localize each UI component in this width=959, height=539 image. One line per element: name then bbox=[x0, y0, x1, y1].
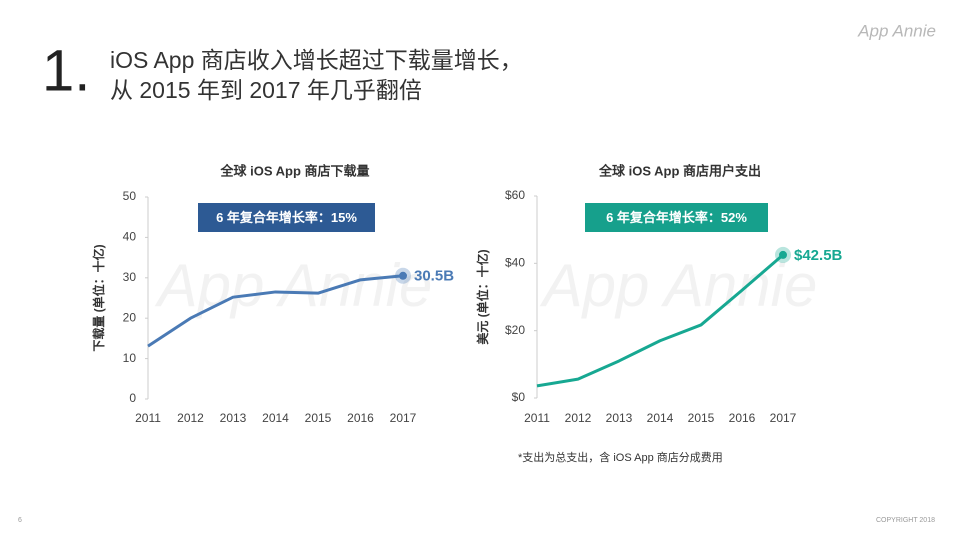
y-tick-label: 40 bbox=[123, 230, 137, 244]
x-tick-label: 2014 bbox=[647, 411, 674, 425]
y-tick-label: 0 bbox=[129, 391, 136, 405]
copyright: COPYRIGHT 2018 bbox=[876, 517, 935, 524]
x-tick-label: 2016 bbox=[347, 411, 374, 425]
watermark: App Annie bbox=[155, 252, 433, 319]
page-number: 6 bbox=[18, 517, 22, 524]
x-tick-label: 2013 bbox=[606, 411, 633, 425]
value-label: $42.5B bbox=[794, 247, 843, 264]
line bbox=[536, 253, 784, 388]
slide-title: iOS App 商店收入增长超过下载量增长， bbox=[110, 47, 523, 73]
x-tick-label: 2017 bbox=[770, 411, 797, 425]
y-tick-label: 20 bbox=[123, 310, 137, 324]
x-tick-label: 2014 bbox=[262, 411, 289, 425]
slide-title: 从 2015 年到 2017 年几乎翻倍 bbox=[110, 77, 422, 103]
x-tick-label: 2017 bbox=[390, 411, 417, 425]
chart-title: 全球 iOS App 商店下载量 bbox=[219, 163, 369, 178]
chart-title: 全球 iOS App 商店用户支出 bbox=[598, 163, 761, 178]
y-tick-label: 10 bbox=[123, 351, 137, 365]
point bbox=[779, 250, 787, 259]
x-tick-label: 2012 bbox=[565, 411, 592, 425]
watermark: App Annie bbox=[540, 252, 818, 319]
y-tick-label: 50 bbox=[123, 189, 137, 203]
y-axis-label: 下载量 (单位：十亿) bbox=[91, 244, 106, 351]
x-tick-label: 2013 bbox=[220, 411, 247, 425]
y-tick-label: $40 bbox=[505, 256, 525, 270]
x-tick-label: 2011 bbox=[524, 411, 550, 425]
x-tick-label: 2015 bbox=[688, 411, 715, 425]
y-axis-label: 美元 (单位：十亿) bbox=[475, 249, 490, 344]
y-tick-label: $20 bbox=[505, 323, 525, 337]
x-tick-label: 2011 bbox=[135, 411, 161, 425]
y-tick-label: $60 bbox=[505, 188, 525, 202]
x-tick-label: 2012 bbox=[177, 411, 204, 425]
y-tick-label: 30 bbox=[123, 270, 137, 284]
x-tick-label: 2015 bbox=[305, 411, 332, 425]
annotation-box bbox=[585, 203, 768, 232]
point bbox=[399, 271, 407, 280]
annotation-box bbox=[198, 203, 375, 232]
slide-number: 1. bbox=[42, 38, 90, 103]
logo: App Annie bbox=[857, 21, 936, 40]
footnote: *支出为总支出，含 iOS App 商店分成费用 bbox=[518, 450, 723, 464]
value-label: 30.5B bbox=[414, 268, 454, 285]
annotation: 6 年复合年增长率：15% bbox=[216, 210, 357, 225]
y-tick-label: $0 bbox=[512, 390, 526, 404]
annotation: 6 年复合年增长率：52% bbox=[606, 210, 747, 225]
line bbox=[147, 274, 404, 348]
x-tick-label: 2016 bbox=[729, 411, 756, 425]
